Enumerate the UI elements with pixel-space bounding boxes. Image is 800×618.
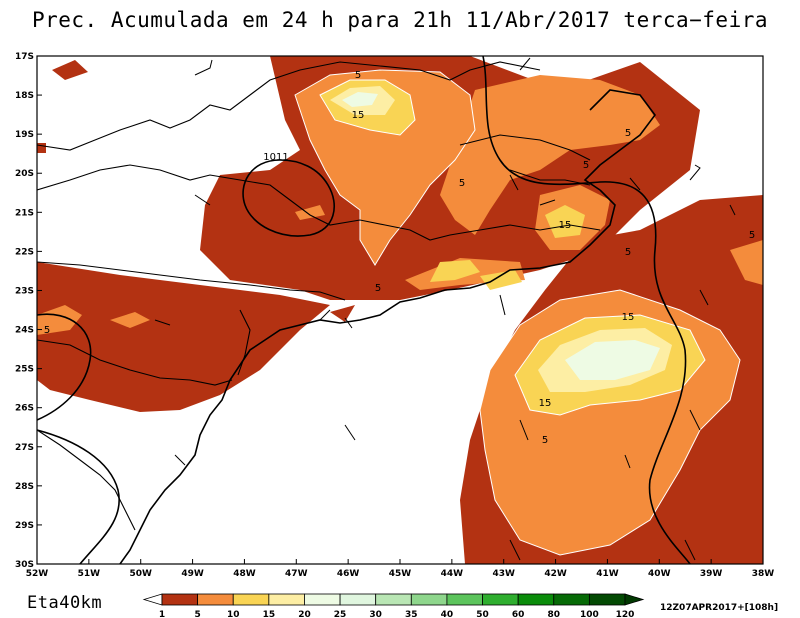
legend-swatch xyxy=(482,593,519,606)
legend-swatch xyxy=(304,593,341,606)
lon-tick-label: 52W xyxy=(26,569,49,579)
lat-tick-label: 27S xyxy=(15,443,34,453)
lon-tick-label: 38W xyxy=(752,569,775,579)
legend-swatch xyxy=(339,593,377,606)
isobar-label: 1011 xyxy=(263,152,288,163)
legend-swatch xyxy=(232,593,270,606)
lon-tick-label: 45W xyxy=(389,569,412,579)
legend-tick-label: 40 xyxy=(441,610,454,618)
isobars xyxy=(37,56,691,564)
lat-tick-label: 19S xyxy=(15,130,34,140)
contour-label: 15 xyxy=(622,312,635,323)
legend-tick-label: 5 xyxy=(194,610,200,618)
lon-tick-label: 39W xyxy=(700,569,723,579)
longitude-axis: 52W 51W 50W 49W 48W 47W 46W 45W 44W 43W 42W 41W 40W 3… xyxy=(26,559,775,579)
legend-tick-label: 30 xyxy=(369,610,382,618)
legend-tick-label: 35 xyxy=(405,610,418,618)
lat-tick-label: 22S xyxy=(15,247,34,257)
legend-swatch xyxy=(588,593,626,606)
lon-tick-label: 40W xyxy=(648,569,671,579)
legend-swatch xyxy=(446,593,483,606)
legend-swatch xyxy=(268,593,305,606)
contour-label: 15 xyxy=(352,110,365,121)
legend-tick-label: 100 xyxy=(580,610,599,618)
lon-tick-label: 48W xyxy=(233,569,256,579)
lat-tick-label: 30S xyxy=(15,560,34,570)
contour-label: 15 xyxy=(559,220,572,231)
legend-swatch xyxy=(142,593,163,606)
lat-tick-label: 29S xyxy=(15,521,34,531)
lon-tick-label: 44W xyxy=(441,569,464,579)
lat-tick-label: 17S xyxy=(15,52,34,62)
legend-tick-label: 1 xyxy=(159,610,165,618)
run-info: 12Z07APR2017+[108h] xyxy=(660,603,779,613)
legend-tick-label: 15 xyxy=(263,610,276,618)
lon-tick-label: 47W xyxy=(285,569,308,579)
wind-barbs xyxy=(154,57,736,561)
lon-tick-label: 50W xyxy=(129,569,152,579)
contour-label: 5 xyxy=(355,70,361,81)
legend-swatch xyxy=(624,593,645,606)
lon-tick-label: 49W xyxy=(181,569,204,579)
legend-tick-label: 25 xyxy=(334,610,347,618)
lat-tick-label: 28S xyxy=(15,482,34,492)
contour-label: 5 xyxy=(459,178,465,189)
contour-label: 5 xyxy=(625,128,631,139)
legend-swatch xyxy=(410,593,448,606)
legend-tick-label: 20 xyxy=(298,610,311,618)
lat-tick-label: 18S xyxy=(15,91,34,101)
lon-tick-label: 51W xyxy=(78,569,101,579)
contour-label: 5 xyxy=(375,283,381,294)
lat-tick-label: 20S xyxy=(15,169,34,179)
lat-tick-label: 23S xyxy=(15,286,34,296)
legend-swatch xyxy=(161,593,199,606)
legend-tick-label: 80 xyxy=(548,610,561,618)
contour-label: 5 xyxy=(625,247,631,258)
precip-field xyxy=(37,56,763,564)
lon-tick-label: 46W xyxy=(337,569,360,579)
map-title: Prec. Acumulada em 24 h para 21h 11/Abr/… xyxy=(31,8,768,32)
legend-swatch xyxy=(553,593,590,606)
legend-tick-label: 10 xyxy=(227,610,240,618)
contour-label: 5 xyxy=(542,435,548,446)
latitude-axis: 17S 18S 19S 20S 21S 22S 23S 24S 25S 26S 27S 28S 29S 3… xyxy=(15,52,42,570)
legend-swatch xyxy=(517,593,555,606)
lat-tick-label: 21S xyxy=(15,208,34,218)
lon-tick-label: 41W xyxy=(596,569,619,579)
model-name: Eta40km xyxy=(27,593,103,613)
lon-tick-label: 43W xyxy=(492,569,515,579)
contour-labels: 5 15 5 5 15 5 5 5 15 15 5 5 5 1011 xyxy=(44,70,755,446)
lat-tick-label: 25S xyxy=(15,365,34,375)
lat-tick-label: 26S xyxy=(15,404,34,414)
precip-band-20-25 xyxy=(342,92,660,380)
legend-colorbar: 1 5 10 15 20 25 30 35 40 50 60 80 100 120 xyxy=(142,593,645,618)
legend-tick-label: 120 xyxy=(616,610,635,618)
legend-swatch xyxy=(197,593,234,606)
contour-label: 5 xyxy=(44,325,50,336)
contour-label: 5 xyxy=(749,230,755,241)
legend-tick-label: 50 xyxy=(476,610,489,618)
lon-tick-label: 42W xyxy=(544,569,567,579)
coastline xyxy=(119,89,656,564)
contour-label: 5 xyxy=(583,160,589,171)
lat-tick-label: 24S xyxy=(15,326,34,336)
legend-tick-label: 60 xyxy=(512,610,525,618)
precip-contours xyxy=(294,69,741,556)
state-borders xyxy=(37,61,601,531)
contour-label: 15 xyxy=(539,398,552,409)
legend-swatch xyxy=(375,593,412,606)
